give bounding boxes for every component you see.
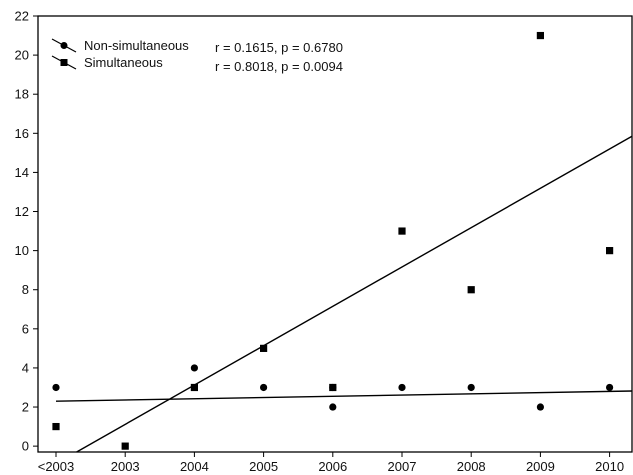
regression-line-non-simultaneous: [55, 390, 633, 402]
point-square: [536, 31, 544, 40]
point-square: [52, 422, 60, 431]
x-tick-label: 2010: [595, 459, 624, 474]
x-tick-label: 2006: [318, 459, 347, 474]
y-tick-label: 4: [22, 360, 29, 375]
y-tick-label: 2: [22, 400, 29, 415]
y-tick-label: 18: [15, 87, 29, 102]
y-tick-label: 6: [22, 321, 29, 336]
legend-marker-circle: [60, 42, 68, 49]
legend-marker-square: [60, 59, 68, 66]
x-axis-ticks: <2003 2003 2004 2005 2006 2007 2008 2009 2010: [38, 452, 624, 474]
y-axis-ticks: 0 2 4 6 8 10 12 14 16 18 20 22: [15, 9, 38, 454]
y-tick-label: 14: [15, 165, 29, 180]
x-tick-label: 2008: [457, 459, 486, 474]
y-tick-label: 16: [15, 126, 29, 141]
y-tick-label: 10: [15, 243, 29, 258]
y-tick-label: 0: [22, 439, 29, 454]
legend: Non-simultaneous Simultaneous r = 0.1615…: [51, 38, 343, 74]
point-circle: [190, 364, 198, 372]
point-circle: [398, 383, 406, 392]
point-circle: [329, 403, 337, 411]
x-tick-label: 2004: [180, 459, 209, 474]
y-tick-label: 22: [15, 9, 29, 24]
legend-label-non-simultaneous: Non-simultaneous: [84, 38, 189, 53]
point-circle: [467, 383, 475, 392]
stats-simultaneous: r = 0.8018, p = 0.0094: [215, 59, 343, 74]
point-circle: [606, 383, 614, 392]
regression-lines: [55, 135, 633, 453]
axes: [37, 15, 633, 453]
stats-non-simultaneous: r = 0.1615, p = 0.6780: [215, 40, 343, 55]
x-tick-label: 2003: [111, 459, 140, 474]
point-square: [190, 383, 198, 392]
y-tick-label: 8: [22, 282, 29, 297]
point-square: [606, 247, 614, 255]
point-square: [467, 286, 475, 294]
point-square: [121, 442, 129, 450]
point-circle: [260, 383, 268, 392]
x-tick-label: 2007: [388, 459, 417, 474]
y-tick-label: 12: [15, 204, 29, 219]
x-tick-label: 2005: [249, 459, 278, 474]
x-tick-label: 2009: [526, 459, 555, 474]
plot-frame: [37, 15, 633, 453]
legend-label-simultaneous: Simultaneous: [84, 55, 163, 70]
point-circle: [536, 403, 545, 411]
point-square: [329, 383, 337, 392]
x-tick-label: <2003: [38, 459, 75, 474]
legend-entry-non-simultaneous: Non-simultaneous: [51, 38, 189, 53]
point-square: [260, 344, 268, 352]
regression-line-simultaneous: [76, 135, 633, 453]
y-tick-label: 20: [15, 48, 29, 63]
data-points: [52, 31, 614, 450]
legend-entry-simultaneous: Simultaneous: [51, 55, 163, 70]
point-circle: [52, 383, 60, 392]
point-square: [398, 227, 406, 235]
